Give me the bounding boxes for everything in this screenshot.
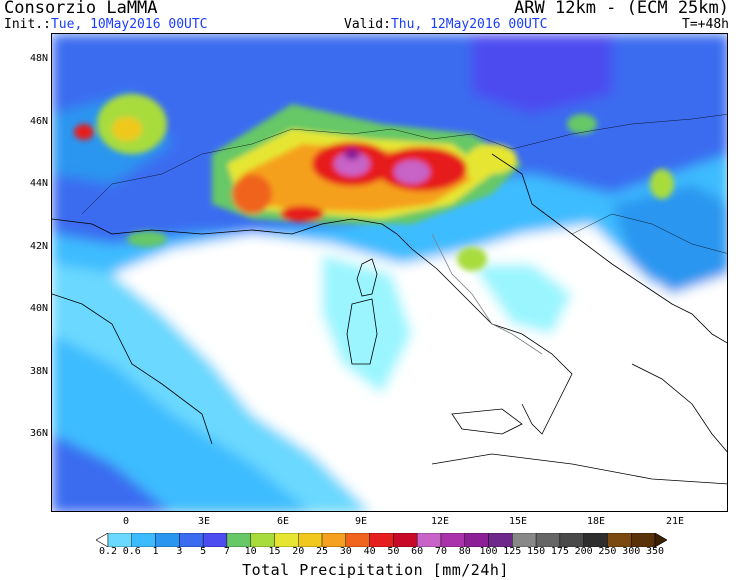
colorbar-tick-label: 1 <box>152 546 159 557</box>
lon-label-3e: 3E <box>197 516 211 527</box>
valid-value: Thu, 12May2016 00UTC <box>390 17 548 32</box>
colorbar-swatch <box>464 533 489 547</box>
colorbar-swatch <box>202 533 228 547</box>
colorbar-tick-label: 15 <box>268 546 281 557</box>
precipitation-field <box>52 34 727 511</box>
colorbar-swatch <box>535 533 561 547</box>
lon-label-0: 0 <box>122 516 130 527</box>
colorbar-tick-label: 0.6 <box>122 546 141 557</box>
regional-borders <box>431 233 543 355</box>
colorbar-tick-label: 175 <box>550 546 569 557</box>
colorbar-tick-label: 100 <box>479 546 498 557</box>
valid-label: Valid: <box>344 17 391 32</box>
lon-label-6e: 6E <box>276 516 290 527</box>
colorbar-swatch <box>607 533 632 547</box>
lat-label-48n: 48N <box>29 53 48 64</box>
colorbar-min-arrow <box>96 533 109 547</box>
colorbar-swatch <box>345 533 370 547</box>
colorbar <box>96 533 667 547</box>
lat-label-42n: 42N <box>29 241 48 252</box>
colorbar-swatch <box>298 533 323 547</box>
colorbar-swatch <box>131 533 156 547</box>
lat-label-40n: 40N <box>29 303 48 314</box>
colorbar-max-arrow <box>654 533 667 547</box>
colorbar-tick-label: 300 <box>622 546 641 557</box>
colorbar-tick-label: 60 <box>411 546 424 557</box>
colorbar-tick-label: 10 <box>244 546 257 557</box>
colorbar-tick-label: 50 <box>387 546 400 557</box>
colorbar-swatch <box>393 533 418 547</box>
model-title: ARW 12km - (ECM 25km) <box>514 0 729 18</box>
colorbar-tick-label: 7 <box>223 546 230 557</box>
colorbar-swatch <box>416 533 442 547</box>
init-time: Init.:Tue, 10May2016 00UTC <box>4 17 208 32</box>
lat-label-36n: 36N <box>29 428 48 439</box>
colorbar-title: Total Precipitation [mm/24h] <box>242 561 509 579</box>
valid-time: Valid:Thu, 12May2016 00UTC <box>344 17 548 32</box>
precip-shading-heavy <box>74 94 674 271</box>
colorbar-swatch <box>321 533 347 547</box>
colorbar-tick-label: 125 <box>503 546 522 557</box>
lon-label-18e: 18E <box>586 516 606 527</box>
colorbar-swatch <box>631 533 656 547</box>
lon-label-12e: 12E <box>430 516 450 527</box>
colorbar-tick-label: 3 <box>176 546 183 557</box>
precipitation-map <box>51 33 728 512</box>
colorbar-tick-label: 70 <box>434 546 447 557</box>
lat-label-46n: 46N <box>29 116 48 127</box>
colorbar-swatch <box>583 533 608 547</box>
colorbar-tick-label: 250 <box>598 546 617 557</box>
colorbar-tick-label: 80 <box>458 546 471 557</box>
colorbar-swatch <box>488 533 513 547</box>
colorbar-swatch <box>250 533 275 547</box>
lon-label-9e: 9E <box>354 516 368 527</box>
colorbar-swatch <box>512 533 537 547</box>
borders <box>81 114 727 254</box>
colorbar-tick-label: 25 <box>316 546 329 557</box>
lon-label-21e: 21E <box>665 516 685 527</box>
lead-time: T=+48h <box>682 17 729 32</box>
init-value: Tue, 10May2016 00UTC <box>50 17 208 32</box>
colorbar-swatch <box>179 533 204 547</box>
lat-label-38n: 38N <box>29 366 48 377</box>
colorbar-swatch <box>155 533 180 547</box>
colorbar-swatch <box>369 533 394 547</box>
colorbar-swatch <box>274 533 299 547</box>
init-label: Init.: <box>4 17 51 32</box>
colorbar-tick-label: 150 <box>527 546 546 557</box>
lat-label-44n: 44N <box>29 178 48 189</box>
colorbar-tick-label: 350 <box>645 546 665 557</box>
organization-title: Consorzio LaMMA <box>4 0 158 18</box>
colorbar-tick-label: 0.2 <box>98 546 118 557</box>
colorbar-tick-label: 30 <box>339 546 352 557</box>
coastlines <box>52 153 727 485</box>
colorbar-tick-label: 20 <box>292 546 305 557</box>
colorbar-tick-label: 5 <box>200 546 207 557</box>
colorbar-swatch <box>107 533 132 547</box>
colorbar-swatch <box>440 533 465 547</box>
lon-label-15e: 15E <box>508 516 528 527</box>
colorbar-swatch <box>559 533 584 547</box>
colorbar-tick-label: 40 <box>363 546 376 557</box>
colorbar-swatch <box>226 533 251 547</box>
colorbar-tick-label: 200 <box>574 546 593 557</box>
